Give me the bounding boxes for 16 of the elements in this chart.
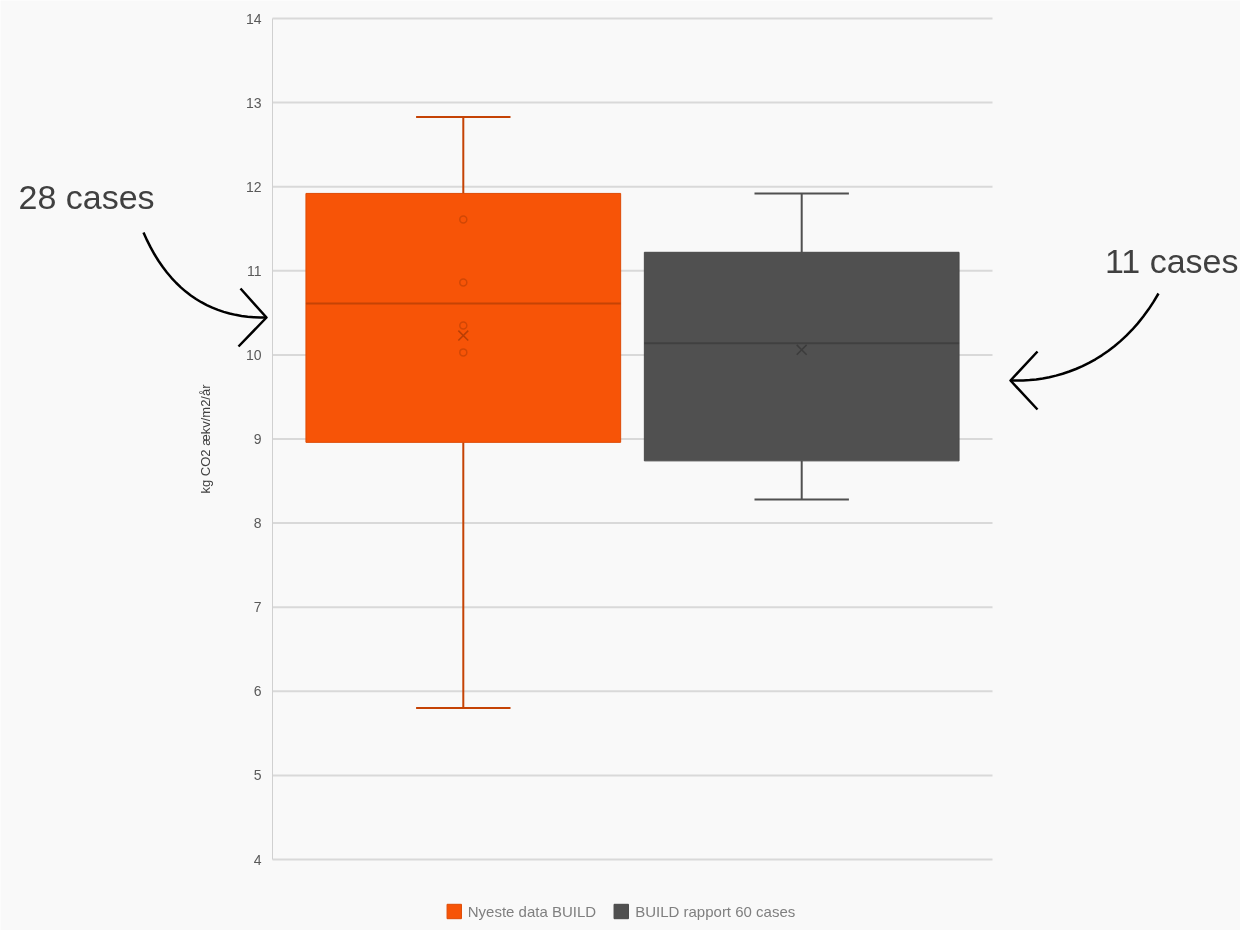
y-tick-label: 10	[245, 346, 262, 363]
y-tick-label: 4	[253, 851, 262, 868]
y-tick-label: 13	[245, 94, 262, 111]
y-tick-label: 7	[253, 599, 262, 616]
y-tick-label: 11	[246, 262, 262, 279]
text: 11 cases	[1104, 241, 1239, 280]
legend-label: BUILD rapport 60 cases	[635, 902, 796, 920]
y-tick-label: 5	[253, 767, 262, 784]
y-tick-label: 9	[253, 431, 262, 447]
y-tick-label: 14	[245, 10, 262, 27]
y-tick-label: 6	[253, 683, 262, 700]
legend-label: Nyeste data BUILD	[467, 902, 597, 920]
y-tick-label: 8	[253, 515, 262, 532]
y-axis-title: kg CO2 ækv/m2/år	[197, 383, 213, 494]
y-tick-label: 12	[245, 178, 262, 195]
text: 28 cases	[18, 177, 155, 216]
